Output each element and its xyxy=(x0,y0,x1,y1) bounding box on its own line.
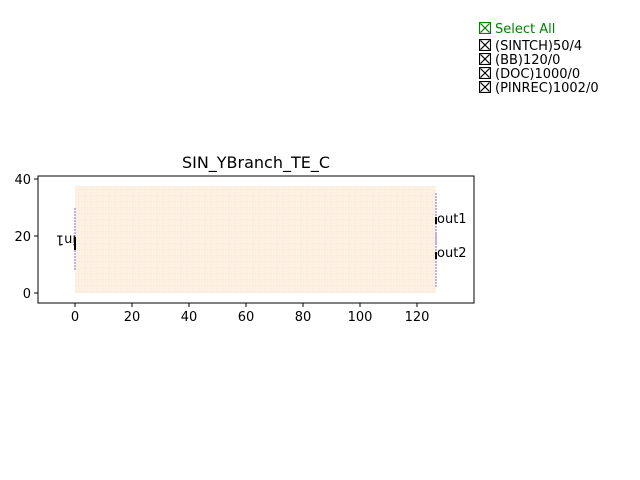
x-tick-label: 20 xyxy=(124,310,141,325)
port-out1: out1 xyxy=(435,193,467,244)
plot-title: SIN_YBranch_TE_C xyxy=(182,153,330,173)
layer-label: (BB)120/0 xyxy=(495,53,561,68)
layer-toggle-doc[interactable]: (DOC)1000/0 xyxy=(479,67,634,82)
x-tick-label: 60 xyxy=(238,310,255,325)
y-axis: 0 20 40 xyxy=(14,173,38,302)
port-out1-label: out1 xyxy=(437,212,467,227)
select-all-label: Select All xyxy=(495,22,556,37)
layer-legend: Select All (SINTCH)50/4 (BB)120/0 xyxy=(479,22,634,96)
layer-toggle-bb[interactable]: (BB)120/0 xyxy=(479,53,634,68)
x-axis: 0 20 40 60 80 100 120 xyxy=(71,303,430,325)
port-in1-label: in1 xyxy=(56,232,76,247)
select-all-toggle[interactable]: Select All xyxy=(479,22,634,38)
x-tick-label: 0 xyxy=(71,310,79,325)
layer-toggle-pinrec[interactable]: (PINREC)1002/0 xyxy=(479,81,634,96)
layer-checkbox-icon[interactable] xyxy=(479,53,491,65)
axes-frame xyxy=(37,175,475,304)
x-tick-label: 120 xyxy=(405,310,430,325)
layer-checkbox-icon[interactable] xyxy=(479,67,491,79)
x-tick-label: 100 xyxy=(348,310,373,325)
port-out2: out2 xyxy=(435,234,467,287)
layer-toggle-sintch[interactable]: (SINTCH)50/4 xyxy=(479,39,634,54)
device-grid xyxy=(75,186,436,293)
port-in1: in1 xyxy=(56,208,76,271)
layer-label: (PINREC)1002/0 xyxy=(495,81,599,96)
port-out2-label: out2 xyxy=(437,246,467,261)
layer-label: (SINTCH)50/4 xyxy=(495,39,583,54)
device-footprint xyxy=(75,186,436,293)
x-tick-label: 40 xyxy=(181,310,198,325)
x-tick-label: 80 xyxy=(295,310,312,325)
layer-checkbox-icon[interactable] xyxy=(479,81,491,93)
device-body xyxy=(75,186,436,293)
select-all-checkbox-icon[interactable] xyxy=(479,22,491,34)
y-tick-label: 40 xyxy=(14,173,31,188)
layer-label: (DOC)1000/0 xyxy=(495,67,581,82)
y-tick-label: 0 xyxy=(23,287,31,302)
layer-checkbox-icon[interactable] xyxy=(479,39,491,51)
y-tick-label: 20 xyxy=(14,230,31,245)
